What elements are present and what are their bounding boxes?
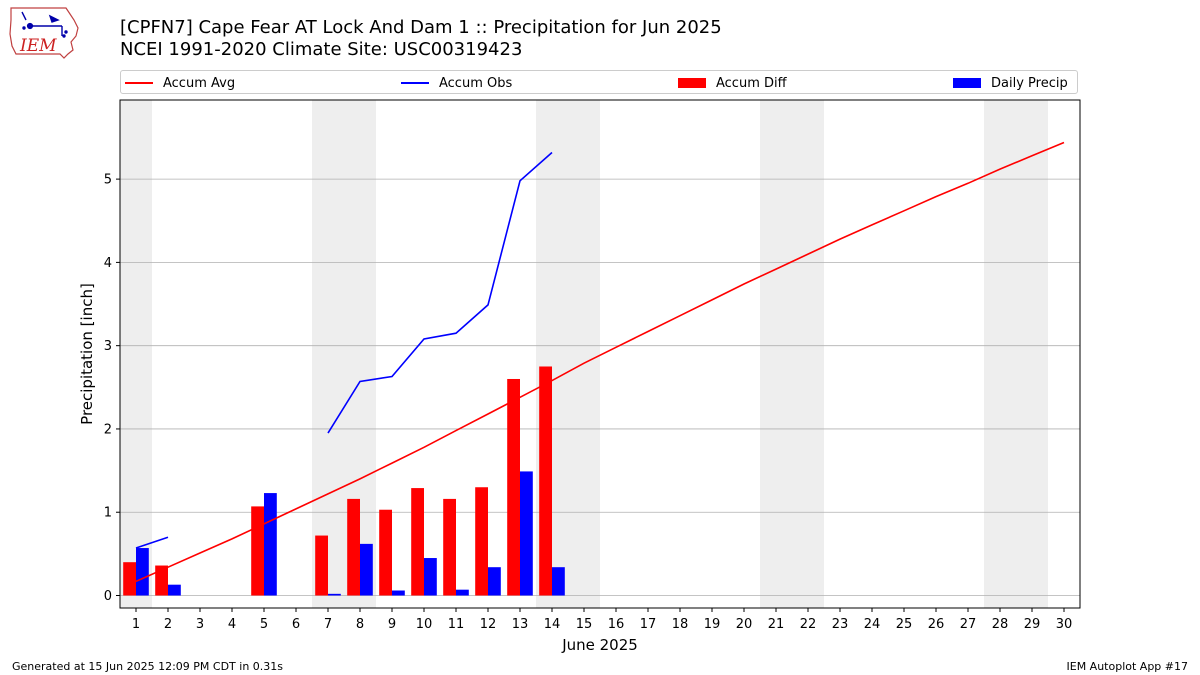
x-axis-ticks: 1 2 3 4 5 6 7 8 9 10 11 12 13 14 15 16 17 18 19 20 21 22 23 24 2… <box>132 608 1072 632</box>
x-tick-label: 23 <box>832 617 849 632</box>
y-tick-label: 5 <box>104 173 112 188</box>
legend-label-accum-diff: Accum Diff <box>716 75 787 91</box>
x-tick-label: 16 <box>608 617 625 632</box>
x-tick-label: 29 <box>1024 617 1041 632</box>
x-tick-label: 21 <box>768 617 785 632</box>
x-tick-label: 3 <box>196 617 204 632</box>
x-tick-label: 6 <box>292 617 300 632</box>
x-tick-label: 2 <box>164 617 172 632</box>
legend-swatch-accum-obs <box>401 82 429 84</box>
bar-daily-precip <box>424 558 437 596</box>
x-tick-label: 19 <box>704 617 721 632</box>
x-tick-label: 13 <box>512 617 529 632</box>
x-tick-label: 11 <box>448 617 465 632</box>
x-tick-label: 27 <box>960 617 977 632</box>
weekend-shade <box>984 100 1048 608</box>
line-accum-obs <box>135 536 169 549</box>
iem-logo: IEM <box>9 7 79 59</box>
legend-item-daily-precip: Daily Precip <box>953 74 1068 92</box>
weekend-shade <box>312 100 376 608</box>
bar-daily-precip <box>520 471 533 596</box>
x-tick-label: 1 <box>132 617 140 632</box>
y-axis-ticks: 0 1 2 3 4 5 <box>104 173 120 604</box>
bar-accum-diff <box>443 498 456 596</box>
legend-item-accum-avg: Accum Avg <box>125 74 235 92</box>
bar-accum-diff <box>347 498 360 596</box>
bar-daily-precip <box>456 589 469 596</box>
line-accum-avg <box>135 141 1065 583</box>
logo-weather-station-icon <box>21 11 68 38</box>
bar-daily-precip <box>552 567 565 596</box>
bar-daily-precip <box>168 584 181 596</box>
y-tick-label: 4 <box>104 256 112 271</box>
x-tick-label: 4 <box>228 617 236 632</box>
x-axis-label: June 2025 <box>561 636 638 654</box>
x-tick-label: 30 <box>1056 617 1073 632</box>
y-tick-label: 2 <box>104 422 112 437</box>
bar-daily-precip <box>488 567 501 596</box>
footer-generated-text: Generated at 15 Jun 2025 12:09 PM CDT in… <box>12 660 284 673</box>
footer-app-text: IEM Autoplot App #17 <box>1066 660 1189 673</box>
x-tick-label: 24 <box>864 617 881 632</box>
legend-label-daily-precip: Daily Precip <box>991 75 1068 91</box>
logo-text: IEM <box>19 36 57 56</box>
bar-daily-precip <box>264 493 277 596</box>
chart-legend: Accum Avg Accum Obs Accum Diff Daily Pre… <box>120 70 1078 94</box>
legend-swatch-daily-precip <box>953 78 981 88</box>
x-tick-label: 26 <box>928 617 945 632</box>
plot-frame <box>119 99 1081 609</box>
legend-swatch-accum-diff <box>678 78 706 88</box>
bar-accum-diff <box>123 562 136 596</box>
bar-accum-diff <box>315 535 328 596</box>
x-tick-label: 9 <box>388 617 396 632</box>
y-tick-label: 1 <box>104 506 112 521</box>
legend-label-accum-obs: Accum Obs <box>439 75 513 91</box>
logo-state-outline <box>9 7 79 59</box>
bar-accum-diff <box>475 487 488 596</box>
x-tick-label: 20 <box>736 617 753 632</box>
x-tick-label: 5 <box>260 617 268 632</box>
x-tick-label: 15 <box>576 617 593 632</box>
legend-item-accum-obs: Accum Obs <box>401 74 512 92</box>
bar-daily-precip <box>328 593 341 596</box>
legend-item-accum-diff: Accum Diff <box>678 74 787 92</box>
x-tick-label: 12 <box>480 617 497 632</box>
x-tick-label: 10 <box>416 617 433 632</box>
y-tick-label: 0 <box>104 589 112 604</box>
x-tick-label: 14 <box>544 617 561 632</box>
bar-accum-diff <box>539 366 552 596</box>
series-lines <box>135 141 1065 583</box>
bar-accum-diff <box>251 506 264 596</box>
chart-subtitle: NCEI 1991-2020 Climate Site: USC00319423 <box>120 39 523 60</box>
weekend-shading <box>120 100 1048 608</box>
bars <box>123 366 565 596</box>
x-tick-label: 28 <box>992 617 1009 632</box>
x-tick-label: 17 <box>640 617 657 632</box>
weekend-shade <box>760 100 824 608</box>
x-tick-label: 25 <box>896 617 913 632</box>
x-tick-label: 22 <box>800 617 817 632</box>
chart-title: [CPFN7] Cape Fear AT Lock And Dam 1 :: P… <box>120 17 722 38</box>
legend-label-accum-avg: Accum Avg <box>163 75 236 91</box>
bar-accum-diff <box>379 509 392 596</box>
x-tick-label: 18 <box>672 617 689 632</box>
bar-accum-diff <box>507 378 520 596</box>
y-axis-label: Precipitation [inch] <box>78 283 96 425</box>
bar-daily-precip <box>360 543 373 596</box>
bar-daily-precip <box>392 590 405 596</box>
y-tick-label: 3 <box>104 339 112 354</box>
x-tick-label: 7 <box>324 617 332 632</box>
bar-daily-precip <box>136 548 149 596</box>
bar-accum-diff <box>411 488 424 596</box>
weekend-shade <box>120 100 152 608</box>
x-tick-label: 8 <box>356 617 364 632</box>
grid-lines <box>120 178 1080 596</box>
line-accum-obs <box>327 151 553 434</box>
bar-accum-diff <box>155 565 168 596</box>
legend-swatch-accum-avg <box>125 82 153 84</box>
